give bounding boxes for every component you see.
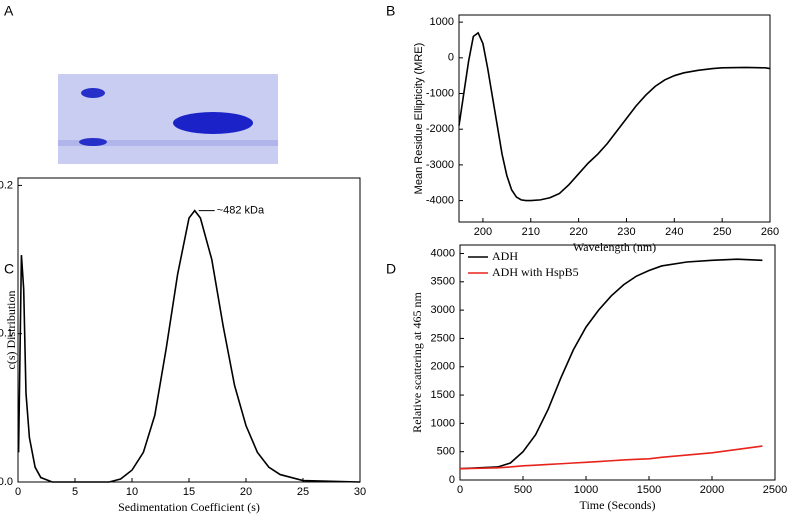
legend-label: ADH xyxy=(492,249,518,263)
x-tick-label: 15 xyxy=(183,486,195,498)
x-tick-label: 200 xyxy=(474,226,492,238)
y-tick-label: 0 xyxy=(449,474,455,486)
y-axis-label: Mean Residue Ellipticity (MRE) xyxy=(413,43,425,195)
y-tick-label: 1000 xyxy=(430,16,454,28)
x-axis-label: Wavelength (nm) xyxy=(573,240,656,254)
panel-label: C xyxy=(4,261,14,277)
x-tick-label: 1000 xyxy=(574,484,598,496)
gel-band xyxy=(79,138,107,146)
y-tick-label: -3000 xyxy=(426,159,454,171)
x-tick-label: 250 xyxy=(713,226,731,238)
data-line xyxy=(17,209,361,483)
plot-frame xyxy=(459,244,776,481)
x-tick-label: 20 xyxy=(240,486,252,498)
y-tick-label: 500 xyxy=(437,446,455,458)
x-tick-label: 230 xyxy=(617,226,635,238)
y-tick-label: 1500 xyxy=(431,389,455,401)
y-tick-label: -2000 xyxy=(426,123,454,135)
y-tick-label: 0.2 xyxy=(0,179,13,191)
y-tick-label: 2000 xyxy=(431,361,455,373)
y-tick-label: -4000 xyxy=(426,194,454,206)
x-tick-label: 1500 xyxy=(637,484,661,496)
x-tick-label: 220 xyxy=(569,226,587,238)
x-tick-label: 10 xyxy=(126,486,138,498)
gel-band xyxy=(173,112,253,134)
gel-band xyxy=(58,140,278,146)
y-tick-label: 0.0 xyxy=(0,476,13,488)
x-tick-label: 25 xyxy=(297,486,309,498)
panel-label: A xyxy=(4,3,14,19)
gel-band xyxy=(81,88,105,98)
x-tick-label: 500 xyxy=(514,484,532,496)
plot-frame xyxy=(17,177,361,483)
data-line xyxy=(459,258,763,470)
x-tick-label: 30 xyxy=(354,486,366,498)
y-tick-label: 4000 xyxy=(431,247,455,259)
x-tick-label: 0 xyxy=(15,486,21,498)
x-tick-label: 210 xyxy=(522,226,540,238)
y-tick-label: 3500 xyxy=(431,276,455,288)
x-tick-label: 0 xyxy=(457,484,463,496)
x-tick-label: 5 xyxy=(72,486,78,498)
panel-label: D xyxy=(386,261,396,277)
data-line xyxy=(459,445,763,470)
y-axis-label: c(s) Distribution xyxy=(4,291,18,370)
y-tick-label: -1000 xyxy=(426,87,454,99)
y-axis-label: Relative scattering at 465 nm xyxy=(410,292,424,433)
annotation: ~482 kDa xyxy=(217,205,265,217)
x-tick-label: 260 xyxy=(761,226,779,238)
y-tick-label: 1000 xyxy=(431,417,455,429)
y-tick-label: 3000 xyxy=(431,304,455,316)
x-axis-label: Time (Seconds) xyxy=(580,498,656,512)
data-line xyxy=(458,31,771,202)
legend-label: ADH with HspB5 xyxy=(492,265,579,279)
panel-label: B xyxy=(386,3,395,19)
y-tick-label: 0 xyxy=(448,52,454,64)
x-tick-label: 240 xyxy=(665,226,683,238)
x-axis-label: Sedimentation Coefficient (s) xyxy=(118,500,260,514)
x-tick-label: 2500 xyxy=(763,484,787,496)
y-tick-label: 0.1 xyxy=(0,328,13,340)
y-tick-label: 2500 xyxy=(431,332,455,344)
x-tick-label: 2000 xyxy=(700,484,724,496)
plot-frame xyxy=(458,14,771,223)
